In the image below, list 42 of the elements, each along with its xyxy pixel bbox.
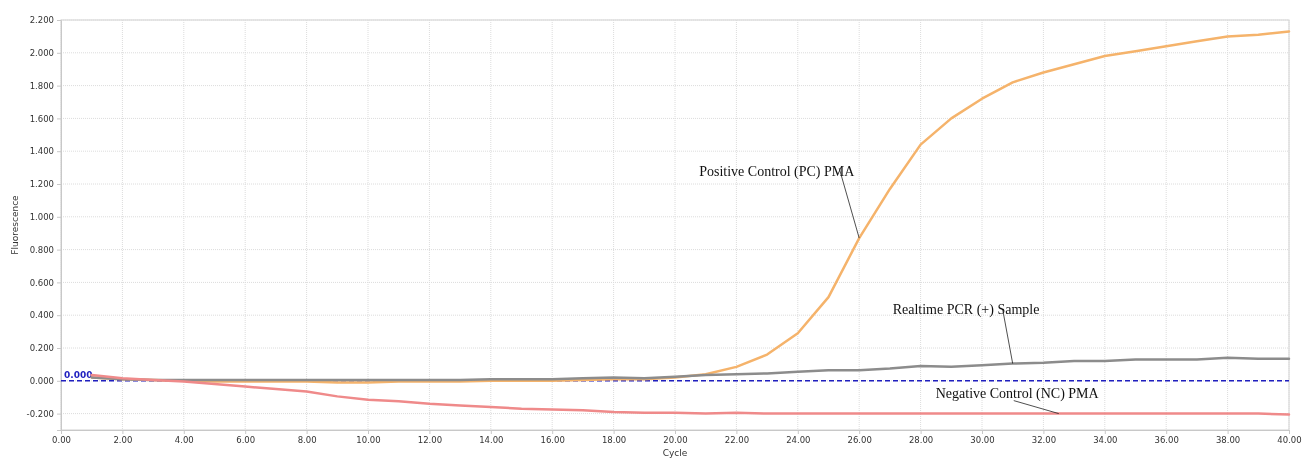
x-tick-label: 38.00 bbox=[1215, 435, 1241, 446]
line-series bbox=[90, 373, 1291, 416]
x-tick-label: 2.00 bbox=[113, 435, 133, 446]
x-tick-label: 20.00 bbox=[663, 435, 688, 446]
x-tick-label: 10.00 bbox=[356, 435, 381, 446]
line-series bbox=[90, 356, 1291, 382]
annotation: Positive Control (PC) PMA bbox=[699, 164, 856, 181]
x-tick-label: 34.00 bbox=[1093, 435, 1118, 446]
y-tick-label: 1.800 bbox=[29, 80, 54, 91]
y-axis-title: Fluorescence bbox=[10, 194, 20, 255]
y-tick-label: 0.600 bbox=[29, 277, 54, 288]
x-tick-label: 16.00 bbox=[540, 435, 565, 446]
y-tick-label: 1.200 bbox=[29, 179, 54, 190]
y-tick-label: 0.000 bbox=[29, 376, 54, 387]
ref-line-label: 0.000 bbox=[64, 369, 93, 380]
x-tick-label: 28.00 bbox=[908, 435, 934, 446]
y-tick-label: 1.400 bbox=[29, 146, 54, 157]
y-tick-label: 0.400 bbox=[29, 310, 54, 321]
y-tick-label: 1.000 bbox=[29, 212, 54, 223]
y-tick-label: 2.200 bbox=[29, 15, 54, 26]
x-tick-label: 18.00 bbox=[601, 435, 627, 446]
y-tick-label: 0.800 bbox=[29, 244, 54, 255]
annotation: Realtime PCR (+) Sample bbox=[892, 301, 1040, 318]
x-tick-label: 22.00 bbox=[724, 435, 750, 446]
x-tick-label: 8.00 bbox=[297, 435, 317, 446]
x-tick-label: 6.00 bbox=[236, 435, 256, 446]
x-tick-label: 40.00 bbox=[1277, 435, 1302, 446]
x-tick-label: 0.00 bbox=[52, 435, 71, 446]
y-tick-label: -0.200 bbox=[26, 408, 54, 419]
x-tick-label: 36.00 bbox=[1154, 435, 1179, 446]
x-tick-label: 26.00 bbox=[847, 435, 872, 446]
x-tick-label: 24.00 bbox=[786, 435, 811, 446]
y-tick-label: 1.600 bbox=[29, 113, 54, 124]
x-tick-label: 14.00 bbox=[479, 435, 504, 446]
x-axis-title: Cycle bbox=[662, 448, 688, 458]
x-tick-label: 30.00 bbox=[970, 435, 995, 446]
x-tick-label: 4.00 bbox=[174, 435, 194, 446]
y-tick-label: 0.200 bbox=[29, 343, 54, 354]
x-tick-label: 12.00 bbox=[417, 435, 443, 446]
y-tick-label: 2.000 bbox=[29, 48, 54, 59]
x-tick-label: 32.00 bbox=[1031, 435, 1057, 446]
annotation: Negative Control (NC) PMA bbox=[935, 385, 1100, 402]
